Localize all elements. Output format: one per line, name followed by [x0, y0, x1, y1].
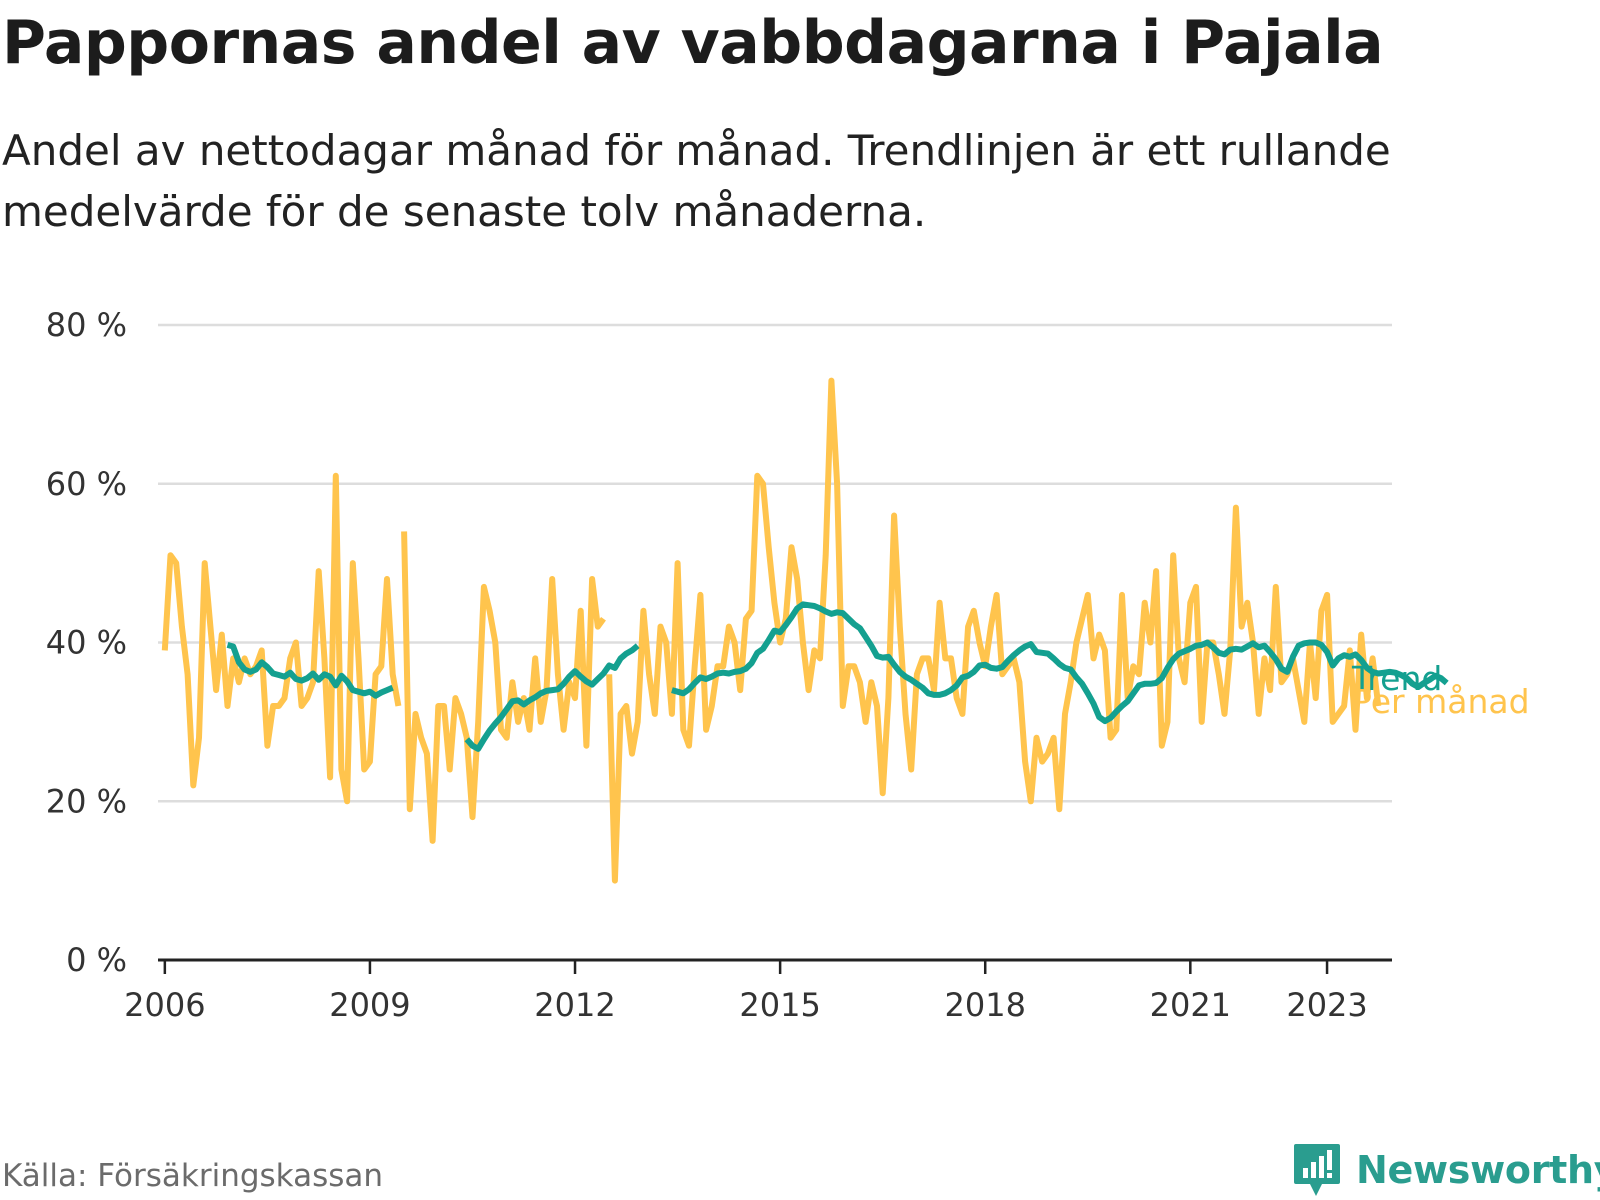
series-monthly [161, 377, 1382, 884]
brand-logo: Newsworthy [1292, 1140, 1600, 1200]
source-note: Källa: Försäkringskassan [2, 1158, 384, 1194]
x-tick-label: 2006 [124, 986, 205, 1024]
y-tick-labels: 0 % 20 % 40 % 60 % 80 % [46, 306, 127, 979]
x-tick-label: 2021 [1150, 986, 1231, 1024]
series-line-trend [464, 643, 640, 752]
series-line-trend [671, 601, 1449, 725]
y-tick-label: 20 % [46, 782, 127, 820]
x-tick-label: 2023 [1286, 986, 1367, 1024]
y-tick-label: 0 % [66, 941, 127, 979]
chart-subtitle: Andel av nettodagar månad för månad. Tre… [2, 126, 1391, 236]
x-tick-label: 2018 [945, 986, 1026, 1024]
newsworthy-logo-icon [1294, 1144, 1340, 1196]
series-line-monthly [606, 377, 1382, 884]
y-tick-label: 80 % [46, 306, 127, 344]
x-tick-label: 2012 [534, 986, 615, 1024]
series-label-trend: Trend [1351, 659, 1442, 698]
series-trend [226, 601, 1449, 752]
x-axis: 2006 2009 2012 2015 2018 2021 2023 [124, 958, 1392, 1024]
brand-name: Newsworthy [1356, 1148, 1600, 1192]
series-line-monthly [401, 531, 606, 844]
series-label-monthly: Per månad [1352, 682, 1530, 721]
x-tick-label: 2009 [329, 986, 410, 1024]
series-line-trend [226, 642, 394, 699]
chart-title: Pappornas andel av vabbdagarna i Pajala [2, 8, 1384, 78]
y-tick-label: 40 % [46, 624, 127, 662]
y-tick-label: 60 % [46, 465, 127, 503]
x-tick-label: 2015 [739, 986, 820, 1024]
series-line-monthly [161, 472, 402, 805]
line-chart: 0 % 20 % 40 % 60 % 80 % 2006 2009 2012 2015 2018… [46, 306, 1530, 1024]
gridlines [158, 323, 1392, 803]
